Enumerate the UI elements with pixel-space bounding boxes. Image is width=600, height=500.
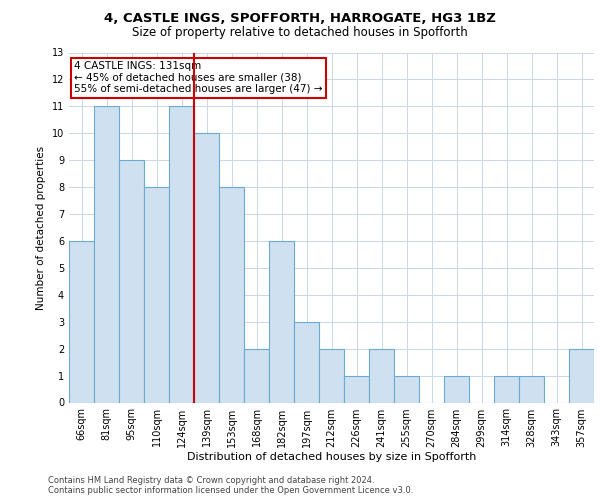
Text: 4, CASTLE INGS, SPOFFORTH, HARROGATE, HG3 1BZ: 4, CASTLE INGS, SPOFFORTH, HARROGATE, HG… xyxy=(104,12,496,26)
Text: Size of property relative to detached houses in Spofforth: Size of property relative to detached ho… xyxy=(132,26,468,39)
Bar xyxy=(494,376,519,402)
Bar xyxy=(269,241,294,402)
Bar xyxy=(219,187,244,402)
Bar xyxy=(169,106,194,403)
Bar xyxy=(94,106,119,403)
Bar xyxy=(244,348,269,403)
Bar xyxy=(444,376,469,402)
Bar xyxy=(319,348,344,403)
Bar xyxy=(194,134,219,402)
Bar xyxy=(369,348,394,403)
Text: 4 CASTLE INGS: 131sqm
← 45% of detached houses are smaller (38)
55% of semi-deta: 4 CASTLE INGS: 131sqm ← 45% of detached … xyxy=(74,61,323,94)
Bar xyxy=(69,241,94,402)
Bar xyxy=(294,322,319,402)
Y-axis label: Number of detached properties: Number of detached properties xyxy=(36,146,46,310)
Bar xyxy=(569,348,594,403)
Bar xyxy=(519,376,544,402)
Bar xyxy=(344,376,369,402)
X-axis label: Distribution of detached houses by size in Spofforth: Distribution of detached houses by size … xyxy=(187,452,476,462)
Text: Contains HM Land Registry data © Crown copyright and database right 2024.
Contai: Contains HM Land Registry data © Crown c… xyxy=(48,476,413,495)
Bar xyxy=(119,160,144,402)
Bar xyxy=(394,376,419,402)
Bar xyxy=(144,187,169,402)
